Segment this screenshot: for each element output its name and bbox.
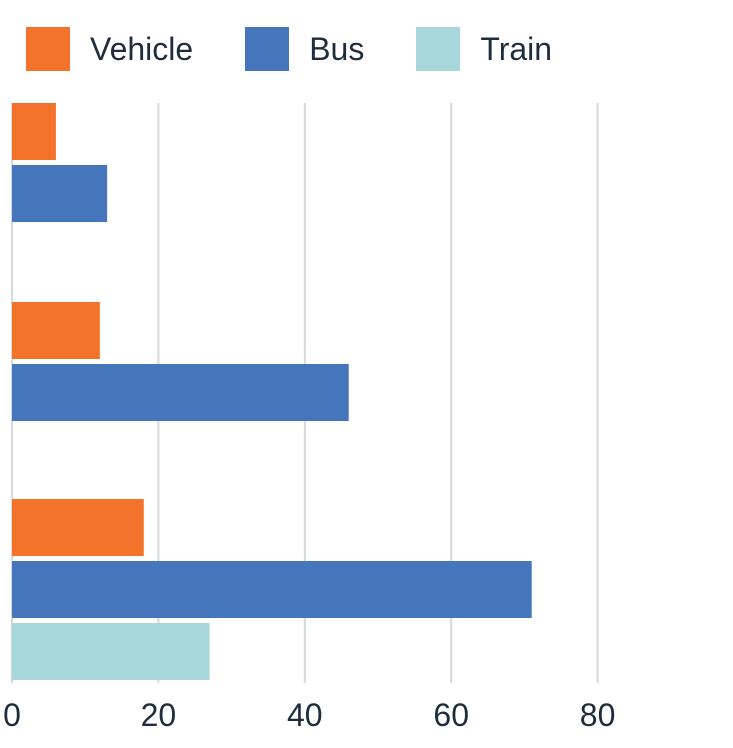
x-tick-label-80: 80 bbox=[580, 697, 616, 733]
bar-vehicle-group-3 bbox=[12, 499, 144, 556]
legend: Vehicle Bus Train bbox=[26, 27, 552, 71]
bar-bus-group-1 bbox=[12, 165, 108, 222]
bar-vehicle-group-2 bbox=[12, 302, 100, 359]
bar-bus-group-3 bbox=[12, 561, 532, 618]
legend-label-train: Train bbox=[480, 30, 553, 67]
legend-item-vehicle: Vehicle bbox=[26, 27, 193, 71]
bar-bus-group-2 bbox=[12, 364, 349, 421]
legend-swatch-vehicle bbox=[26, 27, 70, 71]
legend-swatch-train bbox=[416, 27, 461, 71]
x-tick-label-60: 60 bbox=[433, 697, 469, 733]
x-tick-label-0: 0 bbox=[3, 697, 21, 733]
legend-label-vehicle: Vehicle bbox=[90, 30, 194, 67]
bar-vehicle-group-1 bbox=[12, 103, 56, 160]
legend-item-bus: Bus bbox=[245, 27, 364, 71]
x-tick-label-20: 20 bbox=[141, 697, 177, 733]
x-tick-label-40: 40 bbox=[287, 697, 323, 733]
legend-swatch-bus bbox=[245, 27, 290, 71]
legend-label-bus: Bus bbox=[309, 30, 365, 67]
legend-item-train: Train bbox=[416, 27, 552, 71]
bar-train-group-3 bbox=[12, 623, 210, 680]
